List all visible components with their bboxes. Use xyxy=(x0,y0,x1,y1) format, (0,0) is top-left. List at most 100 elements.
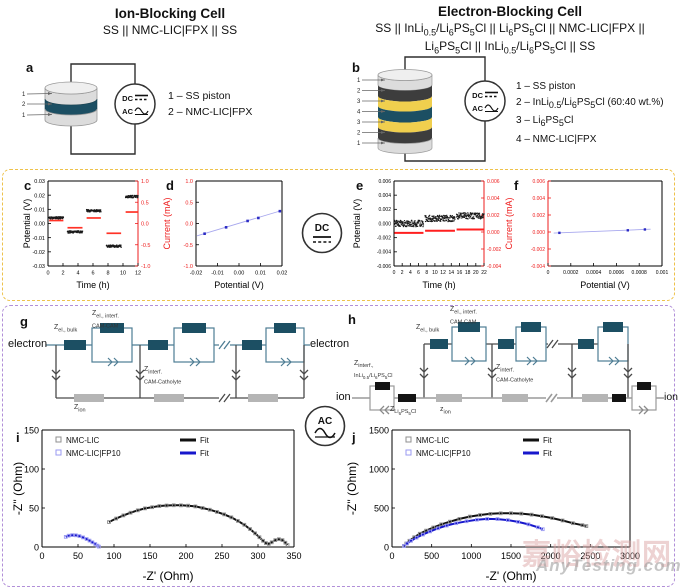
svg-text:0.002: 0.002 xyxy=(532,213,545,219)
cell-a-legend: 1 – SS piston 2 – NMC-LIC|FPX xyxy=(168,88,252,120)
panel-a-diagram: 1 2 1 DC AC 1 – SS piston 2 – NMC-LIC|FP… xyxy=(16,58,346,166)
svg-text:50: 50 xyxy=(29,503,39,513)
svg-text:1000: 1000 xyxy=(369,464,389,474)
panel-letter-a: a xyxy=(26,60,34,75)
resistor-lps xyxy=(398,394,416,402)
panel-letter-b: b xyxy=(352,60,360,75)
chart-panel-e: 0 2 4 6 8 10 12 14 16 18 20 22 0.006 0.004 0.002 0.000 -… xyxy=(350,176,502,292)
label-z-el-bulk: Zel., bulk xyxy=(416,324,440,334)
svg-text:0.000: 0.000 xyxy=(378,221,391,227)
svg-text:0: 0 xyxy=(547,270,550,276)
svg-text:0.0006: 0.0006 xyxy=(609,270,625,276)
svg-text:0.0: 0.0 xyxy=(185,222,193,228)
label-z-lps: ZLi6PS5Cl xyxy=(390,406,417,417)
svg-text:Fit: Fit xyxy=(543,436,553,445)
svg-text:2: 2 xyxy=(61,271,64,277)
svg-text:100: 100 xyxy=(24,464,39,474)
svg-text:-1.0: -1.0 xyxy=(184,264,193,270)
svg-text:Time (h): Time (h) xyxy=(422,280,455,290)
ion-blocking-title: Ion-Blocking Cell xyxy=(114,6,226,21)
panel-letter-j: j xyxy=(352,430,356,445)
svg-text:-Z' (Ohm): -Z' (Ohm) xyxy=(143,569,194,583)
legend-item: 2 – InLi0.5/Li6PS5Cl (60:40 wt.%) xyxy=(516,96,664,110)
label-z-interf-inli: Zinterf., InLi0.5/Li6PS5Cl xyxy=(354,360,393,381)
svg-text:0: 0 xyxy=(393,270,396,276)
svg-text:-0.02: -0.02 xyxy=(190,271,203,277)
label-z-el-interf: Zel., interf. CAM-CAM xyxy=(450,306,477,326)
svg-text:1: 1 xyxy=(22,113,26,119)
circuit-wire xyxy=(70,63,136,155)
chart-panel-i: 0 50 100 150 200 250 300 350 0 50 100 150 -Z' (Ohm) -… xyxy=(10,424,310,584)
svg-text:AC: AC xyxy=(318,416,332,427)
cell-stack-a xyxy=(44,81,98,127)
svg-text:-1.0: -1.0 xyxy=(141,264,150,270)
circuit-g: electron electron Zel., bulk Zel., inter… xyxy=(8,310,349,422)
svg-text:0: 0 xyxy=(39,551,44,561)
svg-text:2000: 2000 xyxy=(541,551,561,561)
svg-text:18: 18 xyxy=(465,270,471,276)
svg-text:-0.004: -0.004 xyxy=(487,264,501,270)
ac-section-box xyxy=(2,305,675,587)
svg-text:0.006: 0.006 xyxy=(378,179,391,185)
label-z-interf-cam-catholyte: Zinterf. CAM-Catholyte xyxy=(144,366,182,386)
svg-text:0.0002: 0.0002 xyxy=(563,270,579,276)
chart-panel-c: 0 2 4 6 8 10 12 0.03 0.02 0.01 0.00 -0.01 -0.02 -0.03… xyxy=(20,176,162,292)
svg-text:-Z'' (Ohm): -Z'' (Ohm) xyxy=(345,462,359,515)
svg-text:Current (mA): Current (mA) xyxy=(162,197,172,249)
panel-letter-f: f xyxy=(514,178,519,193)
svg-text:3: 3 xyxy=(357,120,361,126)
svg-text:8: 8 xyxy=(106,271,109,277)
ac-source-icon: AC xyxy=(303,404,347,448)
panel-letter-e: e xyxy=(356,178,364,193)
svg-text:1: 1 xyxy=(357,141,361,147)
svg-text:8: 8 xyxy=(425,270,428,276)
svg-text:0.01: 0.01 xyxy=(34,207,45,213)
svg-text:Fit: Fit xyxy=(200,436,210,445)
svg-text:12: 12 xyxy=(135,271,141,277)
svg-text:-0.002: -0.002 xyxy=(531,247,545,253)
layer-callouts-b: 1 2 3 4 3 2 1 xyxy=(357,78,385,147)
svg-text:0.006: 0.006 xyxy=(487,179,500,185)
svg-text:0.002: 0.002 xyxy=(378,207,391,213)
svg-text:1500: 1500 xyxy=(501,551,521,561)
svg-text:10: 10 xyxy=(120,271,126,277)
label-z-el-bulk: Zel., bulk xyxy=(54,324,78,334)
svg-text:DC: DC xyxy=(315,223,329,234)
svg-text:Time (h): Time (h) xyxy=(76,280,109,290)
chart-panel-j: 0 500 1000 1500 2000 2500 3000 0 500 1000 1500 -Z' … xyxy=(344,424,660,584)
svg-text:-0.002: -0.002 xyxy=(377,236,391,242)
svg-text:-0.5: -0.5 xyxy=(141,243,150,249)
resistor-ion xyxy=(74,394,104,402)
svg-text:-0.01: -0.01 xyxy=(32,236,45,242)
ion-terminal-left: ion xyxy=(336,391,351,403)
svg-text:2: 2 xyxy=(357,89,361,95)
panel-letter-i: i xyxy=(16,430,20,445)
panel-letter-d: d xyxy=(166,178,174,193)
dc-source-icon: DC xyxy=(300,211,344,255)
svg-text:500: 500 xyxy=(374,503,389,513)
resistor-ion xyxy=(436,394,462,402)
circuit-g-svg xyxy=(46,323,310,403)
svg-text:-0.004: -0.004 xyxy=(377,250,391,256)
legend-item: 2 – NMC-LIC|FPX xyxy=(168,106,253,118)
svg-text:4: 4 xyxy=(357,110,361,116)
svg-text:300: 300 xyxy=(250,551,265,561)
electron-terminal-left: electron xyxy=(8,338,48,350)
svg-text:0.004: 0.004 xyxy=(378,193,391,199)
svg-text:Potential (V): Potential (V) xyxy=(580,280,630,290)
svg-text:0.000: 0.000 xyxy=(487,230,500,236)
electron-blocking-title: Electron-Blocking Cell xyxy=(437,4,583,19)
svg-text:Fit: Fit xyxy=(543,449,553,458)
panel-letter-g: g xyxy=(20,314,28,329)
dc-section-box xyxy=(2,169,675,301)
panel-letter-c: c xyxy=(24,178,32,193)
svg-text:2: 2 xyxy=(401,270,404,276)
electron-blocking-stack: SS || InLi0.5/Li6PS5Cl || Li6PS5Cl || NM… xyxy=(375,21,645,56)
svg-text:22: 22 xyxy=(481,270,487,276)
label-z-el-interf: Zel., interf. CAM-CAM xyxy=(92,310,119,330)
svg-text:0.01: 0.01 xyxy=(255,271,266,277)
svg-text:NMC-LIC: NMC-LIC xyxy=(66,436,100,445)
svg-text:-0.02: -0.02 xyxy=(32,250,45,256)
svg-text:1.0: 1.0 xyxy=(185,179,193,185)
